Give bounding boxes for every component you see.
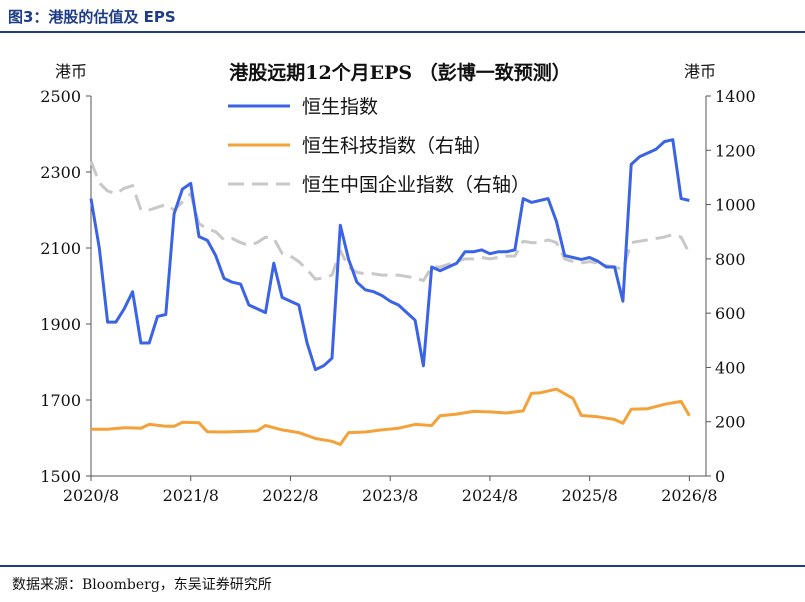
left-tick-label: 2100	[40, 239, 81, 258]
axes: 1500 1700 1900 2100 2300 2500 0 200 400 600 800 100…	[40, 87, 755, 505]
x-tick-label: 2021/8	[163, 486, 219, 505]
right-tick-label: 1200	[715, 141, 756, 160]
x-tick-label: 2025/8	[562, 486, 618, 505]
top-rule	[0, 31, 805, 33]
left-tick-label: 2500	[40, 87, 81, 106]
left-axis-unit: 港币	[55, 62, 87, 81]
eps-line-chart: 1500 1700 1900 2100 2300 2500 0 200 400 600 800 100…	[40, 61, 755, 505]
hsi-series-line	[89, 138, 690, 372]
left-tick-label: 1700	[40, 391, 81, 410]
right-tick-label: 800	[715, 250, 746, 269]
left-tick-label: 1500	[40, 467, 81, 486]
legend-item-hsi: 恒生指数	[228, 96, 378, 118]
right-axis-unit: 港币	[684, 62, 716, 81]
right-tick-label: 1400	[715, 87, 756, 106]
legend-item-hstech: 恒生科技指数（右轴）	[228, 135, 492, 157]
right-tick-label: 1000	[715, 196, 756, 215]
right-tick-label: 400	[715, 358, 746, 377]
x-tick-label: 2020/8	[63, 486, 119, 505]
plot-area	[89, 138, 691, 446]
x-tick-label: 2026/8	[661, 486, 717, 505]
right-tick-label: 200	[715, 413, 746, 432]
right-tick-label: 600	[715, 304, 746, 323]
legend-label: 恒生科技指数（右轴）	[302, 135, 492, 157]
x-tick-label: 2023/8	[362, 486, 418, 505]
legend-item-hscei: 恒生中国企业指数（右轴）	[228, 174, 530, 196]
source-note: 数据来源：Bloomberg，东吴证券研究所	[12, 577, 272, 593]
hscei-series-line	[89, 160, 691, 283]
hstech-series-line	[91, 387, 691, 446]
chart-title: 港股远期12个月EPS （彭博一致预测）	[229, 61, 571, 84]
left-tick-label: 1900	[40, 315, 81, 334]
legend-label: 恒生中国企业指数（右轴）	[302, 174, 530, 196]
x-tick-label: 2024/8	[462, 486, 518, 505]
left-tick-label: 2300	[40, 163, 81, 182]
bottom-rule	[0, 565, 805, 567]
x-tick-label: 2022/8	[262, 486, 318, 505]
right-tick-label: 0	[715, 467, 725, 486]
figure-title: 图3：港股的估值及 EPS	[8, 8, 176, 26]
legend-label: 恒生指数	[302, 96, 378, 118]
